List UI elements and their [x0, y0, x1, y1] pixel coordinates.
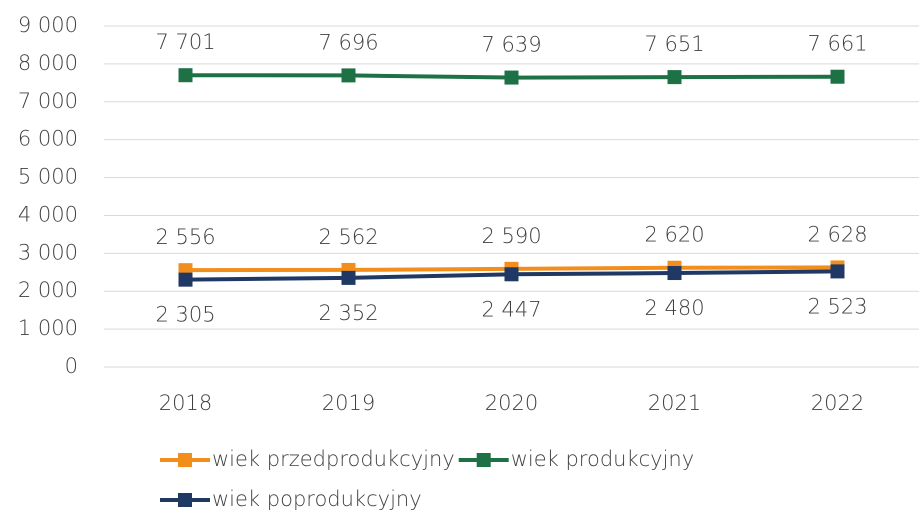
y-tick-label: 1 000 [18, 316, 78, 340]
data-label: 2 305 [155, 303, 215, 327]
legend-marker [178, 453, 192, 467]
x-tick-label: 2019 [322, 391, 375, 415]
legend-label: wiek produkcyjny [511, 447, 694, 471]
data-label: 7 701 [155, 30, 215, 54]
y-tick-label: 2 000 [18, 278, 78, 302]
data-label: 2 352 [318, 301, 378, 325]
x-tick-label: 2021 [648, 391, 701, 415]
legend-marker [178, 493, 192, 507]
legend-label: wiek poprodukcyjny [212, 487, 422, 511]
x-tick-label: 2022 [811, 391, 864, 415]
point-marker [341, 270, 356, 285]
data-label: 7 661 [807, 32, 867, 56]
point-marker [830, 264, 845, 279]
point-marker [341, 68, 356, 83]
point-marker [667, 266, 682, 281]
y-tick-label: 6 000 [18, 127, 78, 151]
x-tick-label: 2018 [159, 391, 212, 415]
data-label: 2 556 [155, 225, 215, 249]
x-tick-label: 2020 [485, 391, 538, 415]
y-tick-label: 7 000 [18, 89, 78, 113]
y-tick-label: 0 [65, 354, 78, 378]
data-label: 2 480 [644, 296, 704, 320]
data-label: 2 590 [481, 224, 541, 248]
point-marker [830, 69, 845, 84]
data-label: 2 447 [481, 297, 541, 321]
point-marker [667, 70, 682, 85]
point-marker [178, 68, 193, 83]
y-tick-label: 5 000 [18, 165, 78, 189]
data-label: 2 523 [807, 294, 867, 318]
y-tick-label: 8 000 [18, 51, 78, 75]
legend-label: wiek przedprodukcyjny [212, 447, 455, 471]
point-marker [504, 267, 519, 282]
data-label: 2 628 [807, 222, 867, 246]
y-tick-label: 9 000 [18, 13, 78, 37]
data-label: 7 696 [318, 30, 378, 54]
point-marker [504, 70, 519, 85]
legend-marker [476, 453, 491, 467]
data-label: 7 639 [481, 33, 541, 57]
y-tick-label: 4 000 [18, 202, 78, 226]
y-tick-label: 3 000 [18, 240, 78, 264]
point-marker [178, 272, 193, 287]
data-label: 2 620 [644, 223, 704, 247]
data-label: 2 562 [318, 225, 378, 249]
data-label: 7 651 [644, 32, 704, 56]
